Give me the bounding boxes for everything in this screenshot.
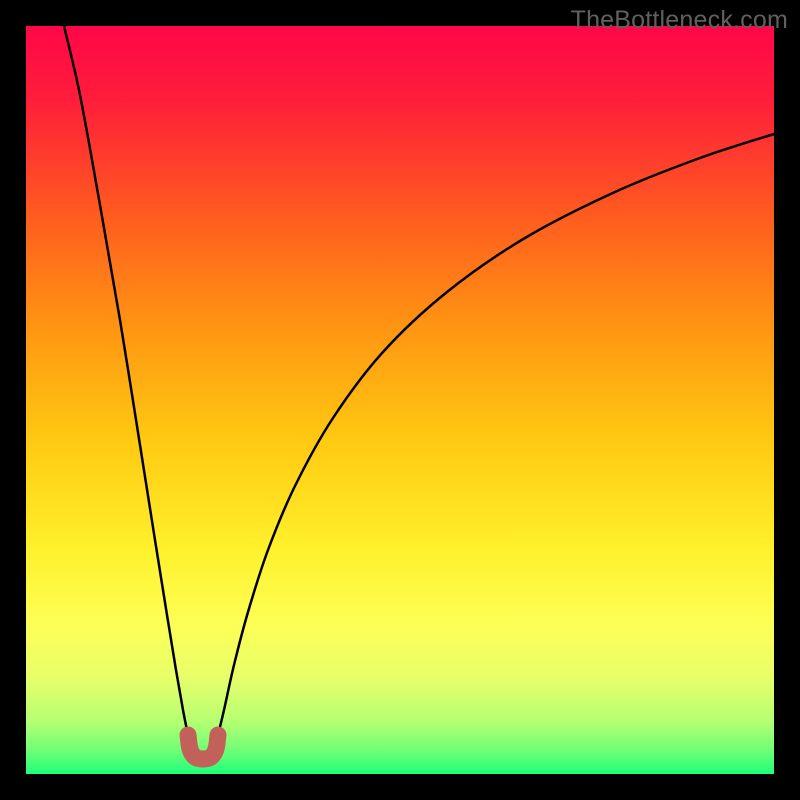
watermark-text: TheBottleneck.com (571, 6, 788, 35)
bottleneck-chart (0, 0, 800, 800)
chart-container: TheBottleneck.com (0, 0, 800, 800)
chart-background (26, 26, 774, 774)
